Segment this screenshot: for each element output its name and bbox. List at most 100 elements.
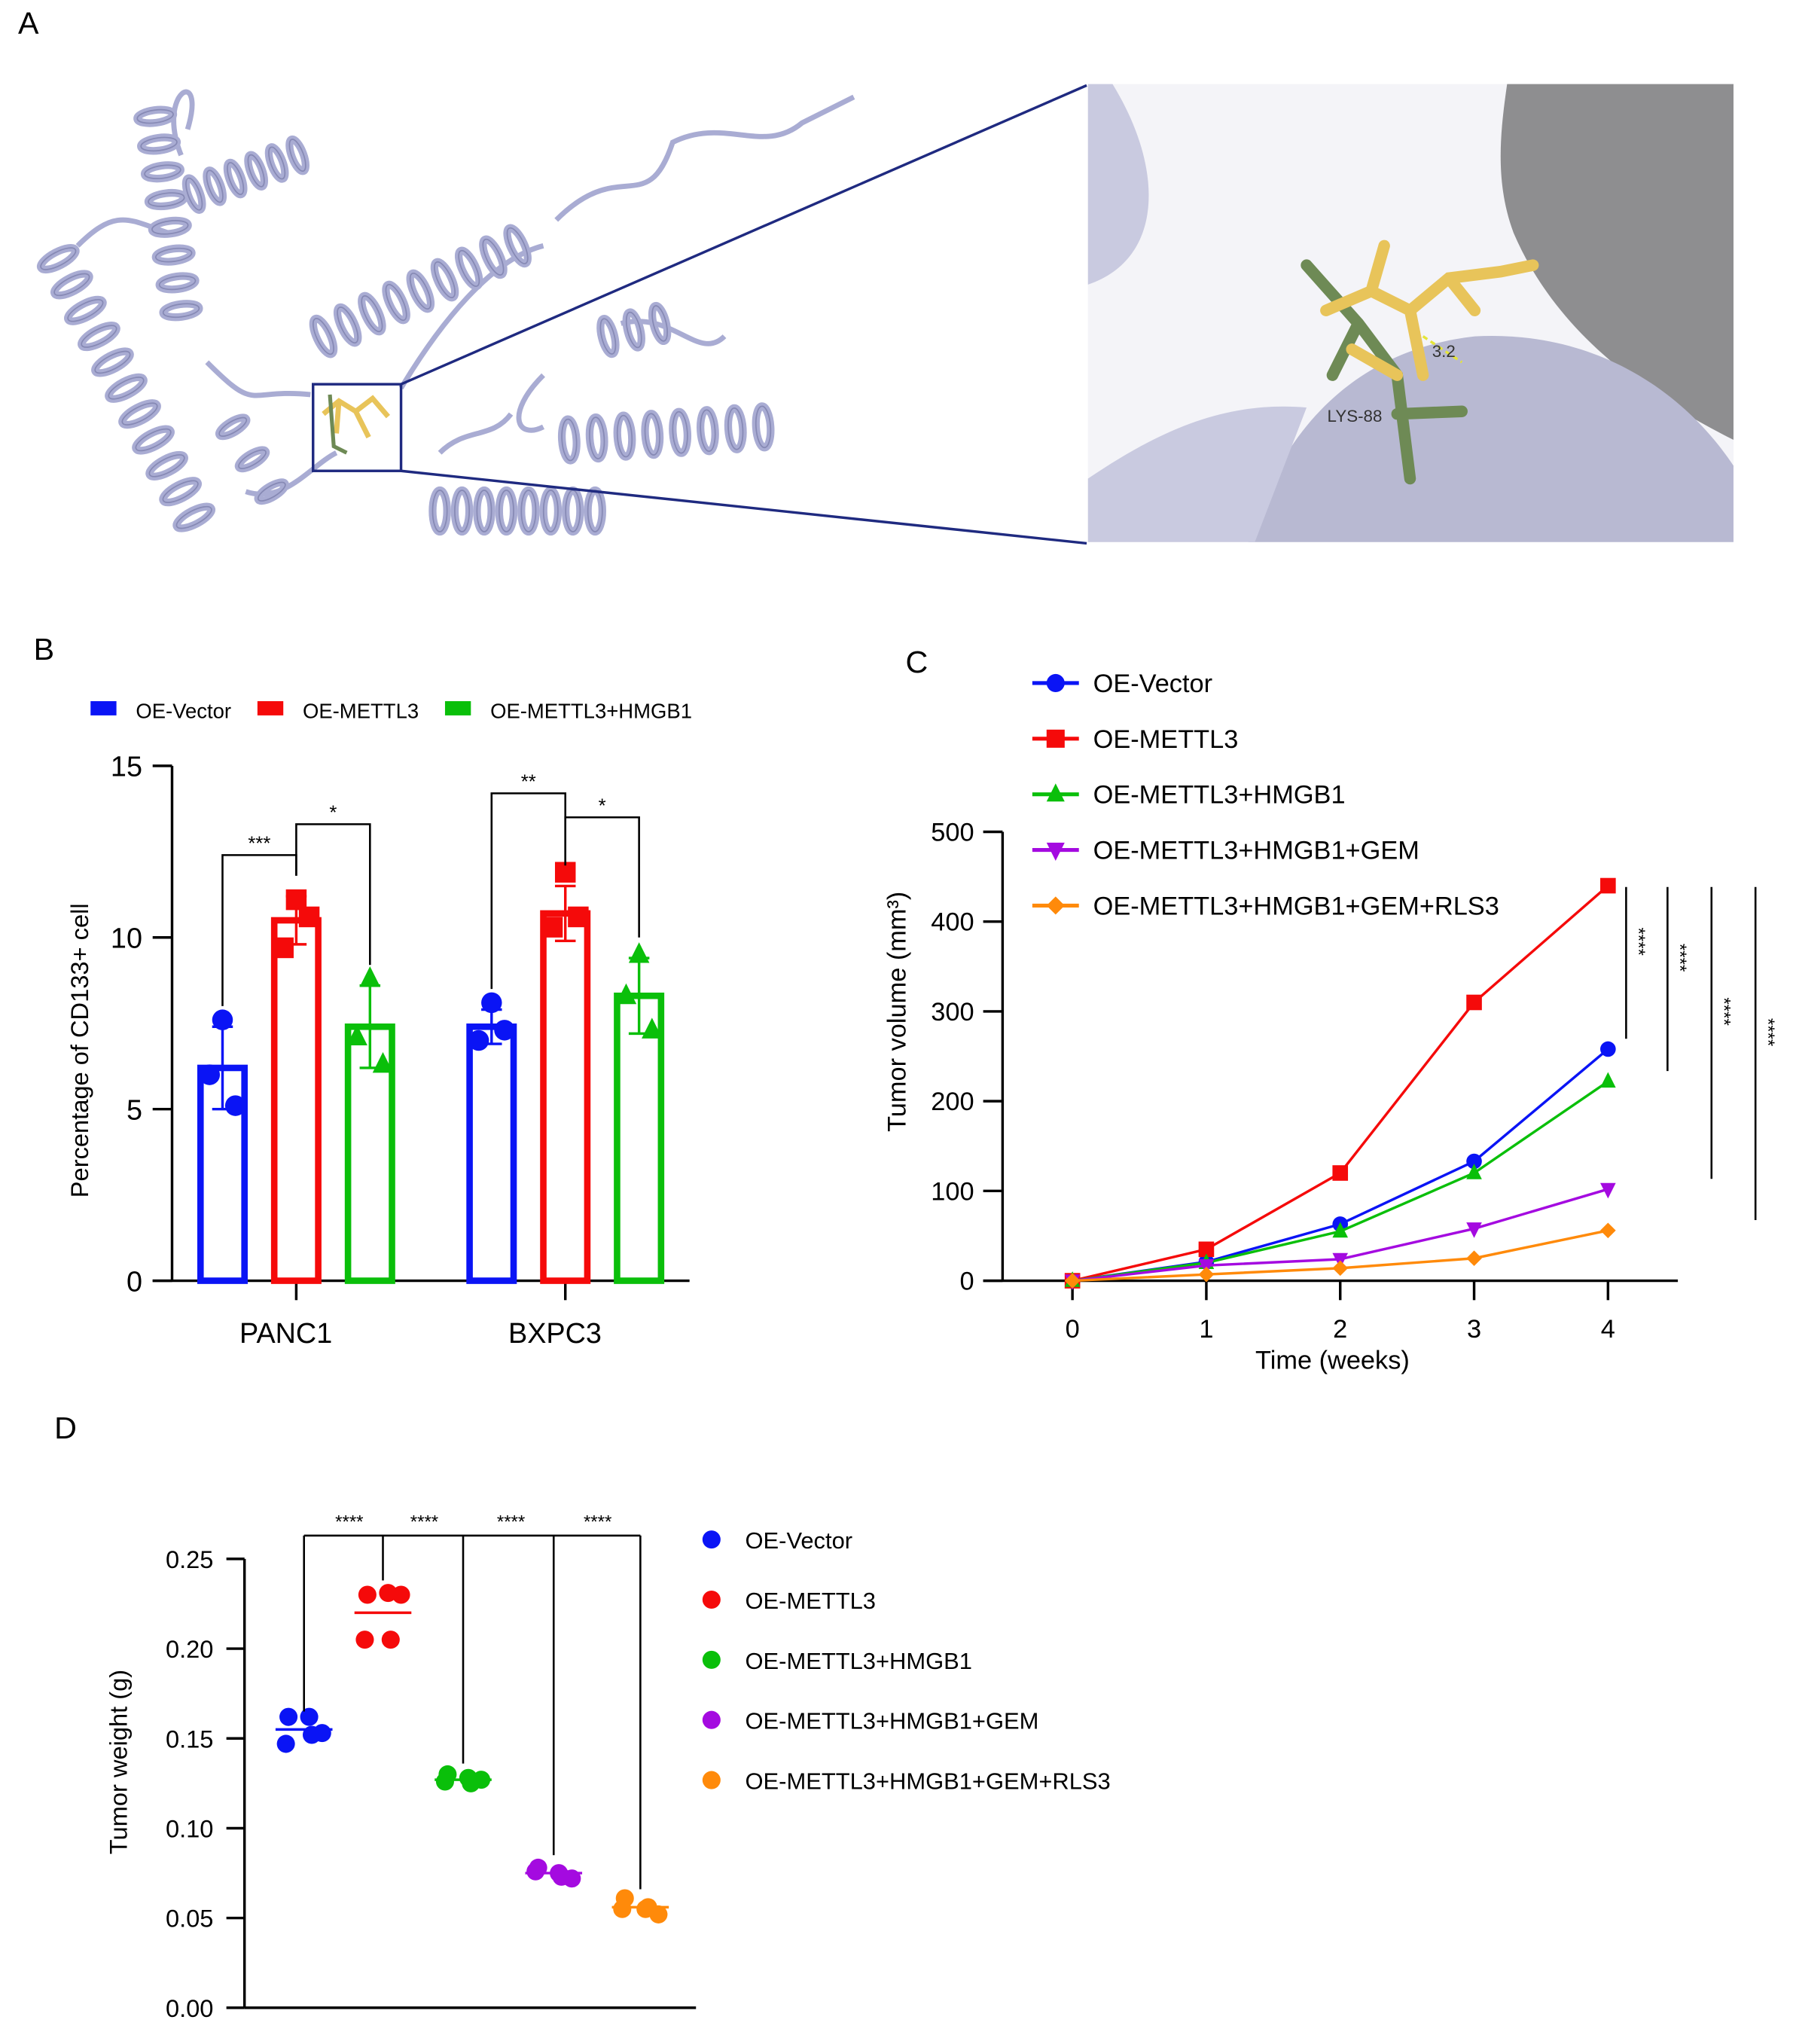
data-point: [273, 937, 294, 959]
legend-label: OE-Vector: [1093, 670, 1212, 698]
helix-outline: [599, 318, 617, 355]
zoom-detail-view: 3.2 LYS-88: [1087, 84, 1734, 542]
data-point: [1600, 1222, 1616, 1239]
residue-label: LYS-88: [1328, 407, 1383, 426]
helix-outline: [148, 454, 185, 477]
data-point: [276, 1734, 295, 1753]
helix-outline: [498, 490, 514, 532]
bar: [270, 917, 322, 1284]
data-point: [1198, 1266, 1215, 1283]
x-tick-label: 0: [1066, 1315, 1080, 1344]
y-axis-title: Tumor volume (mm³): [883, 892, 912, 1132]
significance-label: *: [329, 803, 337, 824]
helix-outline: [589, 416, 605, 459]
data-point: [355, 1631, 374, 1649]
helix-outline: [121, 402, 158, 426]
y-axis-title: Percentage of CD133+ cell: [66, 903, 93, 1197]
helix-outline: [337, 307, 359, 344]
significance-label: ****: [1670, 944, 1690, 972]
helix-outline: [651, 305, 669, 342]
data-point: [302, 1725, 322, 1744]
data-point: [372, 1051, 394, 1073]
helix-outline: [136, 108, 174, 124]
x-tick-label: 3: [1467, 1315, 1481, 1344]
significance-label: ****: [410, 1512, 438, 1533]
helix-outline: [108, 377, 145, 400]
data-point: [381, 1631, 400, 1649]
legend-label: OE-METTL3+HMGB1+GEM: [1093, 837, 1419, 865]
data-point: [628, 942, 650, 963]
helix-outline: [542, 490, 559, 532]
panel-d-scatter-chart: 0.00 0.05 0.10 0.15 0.20 0.25 Tumor weight (g)…: [104, 1512, 1110, 2022]
legend-label: OE-METTL3+HMGB1: [746, 1648, 972, 1674]
data-point: [1466, 994, 1482, 1011]
ligand-bonds: [322, 395, 390, 439]
data-point: [1064, 1273, 1081, 1289]
data-point: [1332, 1260, 1349, 1277]
data-point: [613, 1899, 632, 1918]
legend-label: OE-METTL3+HMGB1+GEM+RLS3: [1093, 892, 1499, 920]
lys-88-residue: [1301, 259, 1468, 485]
x-tick-label: BXPC3: [508, 1318, 602, 1350]
helix-outline: [312, 318, 334, 355]
ligand-small: [322, 394, 390, 455]
hydrogen-bond: [1422, 335, 1463, 364]
panel-label-d: D: [54, 1411, 77, 1445]
alpha-helix: [181, 135, 310, 214]
data-point: [300, 1707, 319, 1726]
alpha-helix: [596, 301, 672, 358]
helix-outline: [727, 407, 744, 450]
data-point: [358, 1585, 377, 1604]
y-tick-label: 0: [959, 1268, 974, 1296]
helix-outline: [520, 490, 537, 532]
significance-label: *: [599, 795, 606, 816]
helix-outline: [700, 409, 716, 453]
legend-marker: [1046, 783, 1065, 802]
data-point: [1466, 1250, 1482, 1267]
helix-outline: [644, 413, 660, 456]
helix-outline: [135, 428, 172, 452]
helix-top-left: [1087, 84, 1149, 285]
helix-outline: [561, 418, 578, 462]
panel-label-a: A: [18, 6, 39, 41]
legend-swatch: [257, 701, 284, 715]
helix-outline: [288, 139, 306, 172]
y-tick-label: 100: [931, 1177, 974, 1206]
panel-label-b: B: [34, 632, 55, 667]
significance-label: ****: [1628, 927, 1648, 955]
data-point: [1332, 1222, 1349, 1238]
y-tick-label: 10: [111, 923, 142, 955]
helix-outline: [175, 505, 212, 529]
data-point: [1600, 877, 1616, 894]
data-point: [526, 1862, 545, 1881]
data-point: [568, 906, 589, 928]
y-tick-label: 0.10: [166, 1815, 214, 1843]
data-point: [359, 966, 381, 987]
data-point: [541, 917, 563, 938]
helix-outline: [409, 272, 431, 310]
y-tick-label: 200: [931, 1088, 974, 1116]
data-point: [1600, 1182, 1616, 1199]
zoom-box: [312, 383, 403, 472]
y-tick-label: 500: [931, 819, 974, 847]
helix-outline: [434, 261, 456, 298]
legend-marker: [1046, 842, 1065, 861]
helix-outline: [482, 238, 505, 276]
helix-outline: [755, 405, 772, 449]
zoom-line-top: [400, 84, 1087, 386]
legend-label: OE-METTL3+HMGB1+GEM: [746, 1708, 1039, 1734]
legend-marker: [1046, 729, 1065, 748]
helix-outline: [227, 162, 245, 195]
ligand-detail: [1320, 239, 1539, 381]
panel-a-protein-structure: 3.2 LYS-88: [36, 84, 1734, 545]
alpha-helix: [309, 224, 532, 358]
significance-bracket: [564, 816, 640, 938]
data-point: [1466, 1153, 1482, 1170]
helix-outline: [185, 177, 203, 211]
data-point: [298, 906, 320, 928]
bar: [540, 910, 591, 1284]
helix-outline: [81, 325, 117, 348]
y-tick-label: 15: [111, 752, 142, 783]
helix-bottom-left: [1087, 406, 1307, 542]
helix-outline: [67, 298, 104, 322]
